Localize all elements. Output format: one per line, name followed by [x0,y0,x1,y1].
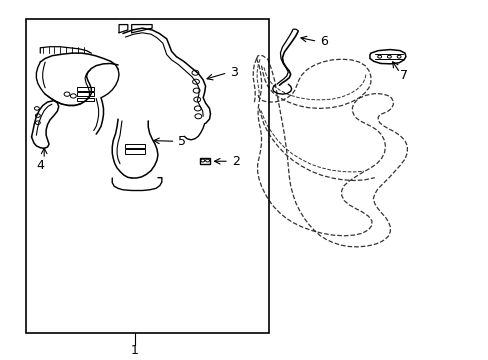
Text: 4: 4 [36,159,44,172]
Bar [26,19,268,333]
Text: 5: 5 [178,135,186,148]
Text: 7: 7 [399,69,407,82]
Text: 6: 6 [319,35,327,48]
Text: 3: 3 [229,66,237,78]
Text: 2: 2 [232,155,240,168]
Text: 1: 1 [131,344,139,357]
